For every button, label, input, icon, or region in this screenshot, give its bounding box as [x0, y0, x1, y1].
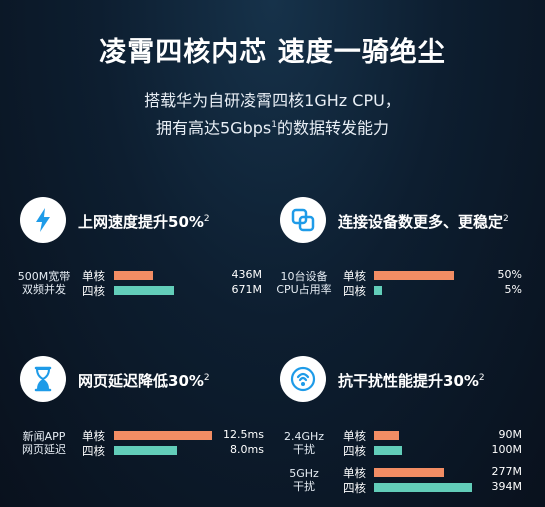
interference-24g-quad-label: 四核	[343, 444, 366, 458]
devices-single-label: 单核	[343, 269, 366, 283]
interference-5g-line1: 5GHz	[289, 467, 319, 480]
interference-24g-single-value: 90M	[498, 428, 523, 441]
interference-24g-single-label: 单核	[343, 429, 366, 443]
speed-condition-line1: 500M宽带	[17, 270, 71, 283]
speed-title-text: 上网速度提升50%	[78, 213, 204, 231]
subtitle-line2-post: 的数据转发能力	[276, 118, 389, 138]
latency-quad-bar	[114, 446, 177, 455]
devices-title-text: 连接设备数更多、更稳定	[338, 213, 504, 231]
latency-title-text: 网页延迟降低30%	[78, 372, 204, 390]
devices-single-bar	[374, 271, 454, 280]
interference-panel-title: 抗干扰性能提升30%2	[338, 370, 485, 391]
interference-5g-quad-label: 四核	[343, 481, 366, 495]
subtitle-line2: 拥有高达5Gbps1的数据转发能力	[0, 113, 545, 140]
interference-24g-single-bar	[374, 431, 399, 440]
speed-condition-label: 500M宽带 双频并发	[14, 270, 74, 296]
devices-footnote: 2	[503, 214, 509, 224]
latency-single-label: 单核	[82, 429, 105, 443]
latency-quad-value: 8.0ms	[230, 443, 264, 456]
interference-24g-line1: 2.4GHz	[283, 430, 325, 443]
latency-condition-label: 新闻APP 网页延迟	[14, 430, 74, 456]
speed-single-bar	[114, 271, 153, 280]
speed-single-value: 436M	[231, 268, 263, 281]
subtitle-line1: 搭载华为自研凌霄四核1GHz CPU，	[144, 91, 401, 110]
interference-24g-quad-value: 100M	[491, 443, 523, 456]
interference-24g-label: 2.4GHz 干扰	[276, 430, 332, 456]
interference-5g-label: 5GHz 干扰	[276, 467, 332, 493]
hourglass-icon	[20, 356, 66, 402]
page-subtitle: 搭载华为自研凌霄四核1GHz CPU， 拥有高达5Gbps1的数据转发能力	[0, 88, 545, 140]
devices-condition-line1: 10台设备	[280, 270, 328, 283]
devices-panel-title: 连接设备数更多、更稳定2	[338, 211, 509, 232]
speed-quad-value: 671M	[231, 283, 263, 296]
devices-condition-line2: CPU占用率	[276, 283, 332, 296]
speed-single-label: 单核	[82, 269, 105, 283]
devices-single-value: 50%	[497, 268, 522, 281]
devices-quad-value: 5%	[504, 283, 522, 296]
speed-quad-bar	[114, 286, 174, 295]
devices-quad-bar	[374, 286, 382, 295]
interference-5g-quad-value: 394M	[491, 480, 523, 493]
speed-quad-label: 四核	[82, 284, 105, 298]
interference-title-text: 抗干扰性能提升30%	[338, 372, 479, 390]
devices-icon	[280, 197, 326, 243]
anti-interference-icon	[280, 356, 326, 402]
latency-single-value: 12.5ms	[223, 428, 264, 441]
latency-single-bar	[114, 431, 212, 440]
interference-24g-line2: 干扰	[293, 443, 315, 456]
interference-5g-quad-bar	[374, 483, 472, 492]
interference-24g-quad-bar	[374, 446, 402, 455]
interference-footnote: 2	[478, 373, 485, 383]
interference-5g-single-label: 单核	[343, 466, 366, 480]
speed-footnote: 2	[203, 214, 210, 224]
devices-condition-label: 10台设备 CPU占用率	[272, 270, 336, 296]
latency-quad-label: 四核	[82, 444, 105, 458]
interference-5g-single-bar	[374, 468, 444, 477]
subtitle-line2-pre: 拥有高达5Gbps	[156, 118, 272, 138]
subtitle-footnote: 1	[271, 120, 277, 130]
latency-condition-line1: 新闻APP	[22, 430, 66, 443]
lightning-icon	[20, 197, 66, 243]
speed-panel-title: 上网速度提升50%2	[78, 211, 210, 232]
devices-quad-label: 四核	[343, 284, 366, 298]
speed-condition-line2: 双频并发	[22, 283, 66, 296]
latency-footnote: 2	[203, 373, 210, 383]
latency-panel-title: 网页延迟降低30%2	[78, 370, 210, 391]
page-title: 凌霄四核内芯 速度一骑绝尘	[99, 37, 446, 68]
latency-condition-line2: 网页延迟	[22, 443, 66, 456]
interference-5g-line2: 干扰	[293, 480, 315, 493]
interference-5g-single-value: 277M	[491, 465, 523, 478]
